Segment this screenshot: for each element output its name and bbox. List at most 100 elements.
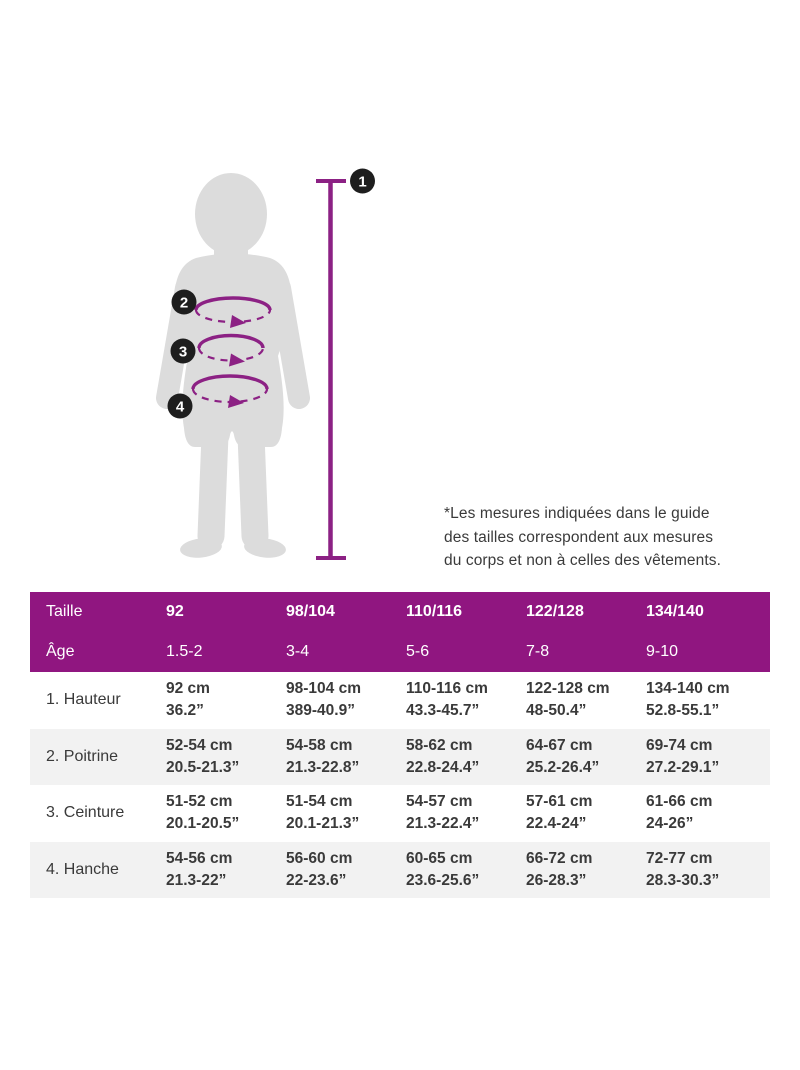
value-in: 52.8-55.1” [646, 702, 720, 720]
marker-number: 2 [180, 294, 188, 311]
value-in: 21.3-22” [166, 871, 227, 889]
size-table: Taille 92 98/104 110/116 122/128 134/140… [30, 592, 770, 898]
value-cm: 56-60 cm [286, 849, 353, 867]
value-cell: 110-116 cm 43.3-45.7” [406, 672, 526, 729]
value-in: 389-40.9” [286, 702, 355, 720]
value-cell: 92 cm 36.2” [166, 672, 286, 729]
row-label: 4. Hanche [46, 860, 119, 878]
value-cm: 61-66 cm [646, 793, 713, 811]
value-in: 22-23.6” [286, 871, 347, 889]
size-value: 92 [166, 592, 286, 632]
size-label-header: Taille [30, 592, 166, 632]
size-value: 122/128 [526, 592, 646, 632]
value-cell: 66-72 cm 26-28.3” [526, 842, 646, 899]
value-cm: 60-65 cm [406, 849, 473, 867]
age-value: 5-6 [406, 632, 526, 672]
marker-number: 4 [176, 398, 185, 415]
note-line: des tailles correspondent aux mesures [444, 528, 714, 546]
table-row: 4. Hanche 54-56 cm 21.3-22” 56-60 cm 22-… [30, 841, 770, 899]
size-value: 110/116 [406, 592, 526, 632]
value-cell: 56-60 cm 22-23.6” [286, 842, 406, 899]
marker-number: 3 [179, 343, 187, 360]
note-line: du corps et non à celles des vêtements. [444, 552, 722, 569]
value-cm: 54-58 cm [286, 736, 353, 754]
value-in: 23.6-25.6” [406, 871, 480, 889]
value-cm: 57-61 cm [526, 793, 593, 811]
marker-badge-3: 3 [170, 338, 196, 364]
value-cell: 54-57 cm 21.3-22.4” [406, 785, 526, 842]
value-in: 20.5-21.3” [166, 758, 240, 776]
size-value: 134/140 [646, 592, 770, 632]
value-cm: 92 cm [166, 680, 210, 698]
size-value: 98/104 [286, 592, 406, 632]
value-cm: 98-104 cm [286, 680, 361, 698]
value-cm: 69-74 cm [646, 736, 713, 754]
value-cell: 61-66 cm 24-26” [646, 785, 770, 842]
value-cell: 54-56 cm 21.3-22” [166, 842, 286, 899]
age-value: 1.5-2 [166, 632, 286, 672]
value-cm: 134-140 cm [646, 680, 730, 698]
chest-tape [194, 296, 272, 328]
note-line: *Les mesures indiquées dans le guide [444, 505, 710, 522]
value-in: 25.2-26.4” [526, 758, 600, 776]
age-label-header: Âge [30, 632, 166, 672]
value-in: 28.3-30.3” [646, 871, 720, 889]
value-cm: 51-54 cm [286, 793, 353, 811]
value-in: 20.1-20.5” [166, 815, 240, 833]
measurement-diagram: 1 2 3 4 [156, 168, 375, 560]
row-label: 2. Poitrine [46, 747, 119, 765]
value-cell: 134-140 cm 52.8-55.1” [646, 672, 770, 729]
value-in: 21.3-22.8” [286, 758, 360, 776]
value-in: 43.3-45.7” [406, 702, 480, 720]
value-cell: 58-62 cm 22.8-24.4” [406, 729, 526, 786]
value-in: 22.4-24” [526, 815, 587, 833]
value-in: 26-28.3” [526, 871, 587, 889]
row-label: 3. Ceinture [46, 804, 125, 822]
waist-tape [197, 333, 265, 367]
value-cm: 122-128 cm [526, 680, 610, 698]
value-cell: 98-104 cm 389-40.9” [286, 672, 406, 729]
marker-badge-1: 1 [350, 168, 375, 194]
measurement-note: *Les mesures indiquées dans le guide des… [444, 502, 721, 573]
marker-badge-4: 4 [167, 393, 193, 419]
value-cell: 52-54 cm 20.5-21.3” [166, 729, 286, 786]
value-cell: 57-61 cm 22.4-24” [526, 785, 646, 842]
value-cm: 66-72 cm [526, 849, 593, 867]
value-in: 24-26” [646, 815, 694, 833]
marker-badge-2: 2 [171, 289, 197, 315]
value-in: 20.1-21.3” [286, 815, 360, 833]
marker-number: 1 [358, 173, 366, 190]
value-cell: 122-128 cm 48-50.4” [526, 672, 646, 729]
size-header-row: Taille 92 98/104 110/116 122/128 134/140 [30, 592, 770, 632]
value-cm: 51-52 cm [166, 793, 233, 811]
value-cell: 54-58 cm 21.3-22.8” [286, 729, 406, 786]
value-cell: 51-52 cm 20.1-20.5” [166, 785, 286, 842]
table-row: 3. Ceinture 51-52 cm 20.1-20.5” 51-54 cm… [30, 785, 770, 842]
value-cell: 69-74 cm 27.2-29.1” [646, 729, 770, 786]
value-cm: 54-56 cm [166, 849, 233, 867]
value-cm: 64-67 cm [526, 736, 593, 754]
table-row: 1. Hauteur 92 cm 36.2” 98-104 cm 389-40.… [30, 672, 770, 729]
value-in: 22.8-24.4” [406, 758, 480, 776]
value-cell: 51-54 cm 20.1-21.3” [286, 785, 406, 842]
value-cm: 52-54 cm [166, 736, 233, 754]
row-label: 1. Hauteur [46, 691, 121, 709]
value-cm: 110-116 cm [406, 680, 488, 698]
age-value: 3-4 [286, 632, 406, 672]
age-value: 9-10 [646, 632, 770, 672]
value-cell: 60-65 cm 23.6-25.6” [406, 842, 526, 899]
table-row: 2. Poitrine 52-54 cm 20.5-21.3” 54-58 cm… [30, 728, 770, 786]
value-in: 48-50.4” [526, 702, 587, 720]
age-value: 7-8 [526, 632, 646, 672]
value-cm: 72-77 cm [646, 849, 713, 867]
value-in: 21.3-22.4” [406, 815, 480, 833]
age-header-row: Âge 1.5-2 3-4 5-6 7-8 9-10 [30, 632, 770, 672]
value-in: 27.2-29.1” [646, 758, 720, 776]
value-cell: 72-77 cm 28.3-30.3” [646, 842, 770, 899]
value-in: 36.2” [166, 702, 204, 720]
value-cell: 64-67 cm 25.2-26.4” [526, 729, 646, 786]
child-silhouette-image [156, 173, 310, 558]
height-measure-line [316, 179, 346, 560]
value-cm: 58-62 cm [406, 736, 473, 754]
